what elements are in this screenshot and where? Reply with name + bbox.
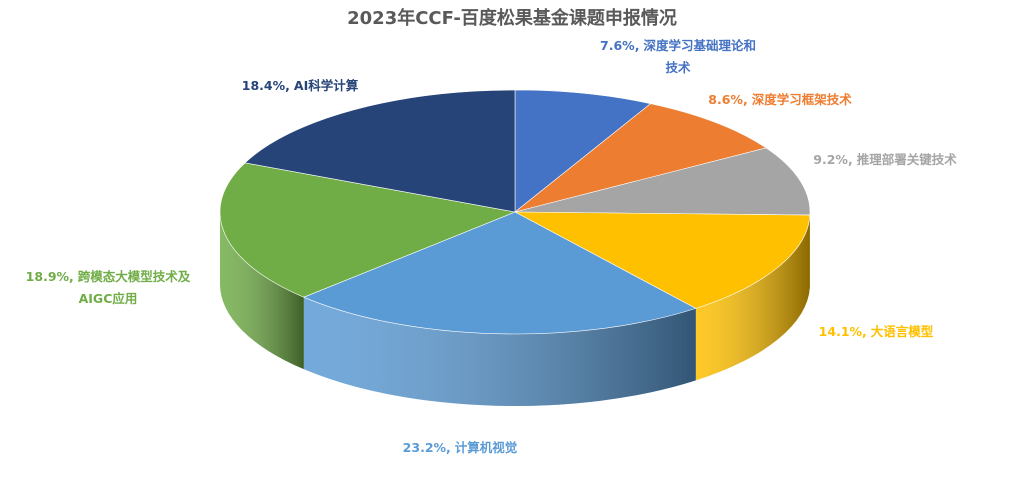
slice [219, 162, 517, 298]
category-label-line: AIGC应用 [79, 291, 138, 306]
data-label: 23.2%, 计算机视觉 [403, 440, 518, 455]
category-label: AI科学计算 [294, 78, 359, 93]
value-label: 9.2%, [813, 152, 852, 167]
category-label: 跨模态大模型技术及 AIGC应用 [78, 269, 191, 306]
slice-side-shade [220, 212, 304, 370]
category-label-line: 跨模态大模型技术及 [78, 269, 191, 284]
value-label: 8.6%, [708, 92, 747, 107]
value-label: 23.2%, [403, 440, 451, 455]
data-label: 18.4%, AI科学计算 [242, 78, 359, 93]
category-label: 计算机视觉 [455, 440, 518, 455]
slice [514, 89, 652, 213]
data-label: 8.6%, 深度学习框架技术 [708, 92, 852, 107]
category-label: 深度学习基础理论和技术 [643, 38, 756, 75]
value-label: 18.9%, [26, 269, 74, 284]
category-label: 深度学习框架技术 [752, 92, 853, 107]
value-label: 18.4%, [242, 78, 290, 93]
data-label: 18.9%, 跨模态大模型技术及 AIGC应用 [26, 269, 191, 306]
category-label: 大语言模型 [871, 324, 934, 339]
slice [303, 211, 697, 335]
slice-side-shade [695, 215, 810, 381]
chart-title: 2023年CCF-百度松果基金课题申报情况 [347, 7, 677, 29]
category-label-line: 深度学习基础理论和 [643, 38, 756, 53]
value-label: 7.6%, [600, 38, 639, 53]
data-label: 7.6%, 深度学习基础理论和技术 [600, 38, 756, 75]
category-label: 推理部署关键技术 [857, 152, 958, 167]
slice-side-shade [303, 297, 696, 406]
slice [514, 147, 811, 216]
slice [514, 211, 811, 309]
category-label-line: 技术 [665, 60, 691, 75]
slice [514, 103, 767, 213]
value-label: 14.1%, [819, 324, 867, 339]
data-label: 14.1%, 大语言模型 [819, 324, 934, 339]
data-label: 9.2%, 推理部署关键技术 [813, 152, 957, 167]
slice [244, 89, 516, 213]
